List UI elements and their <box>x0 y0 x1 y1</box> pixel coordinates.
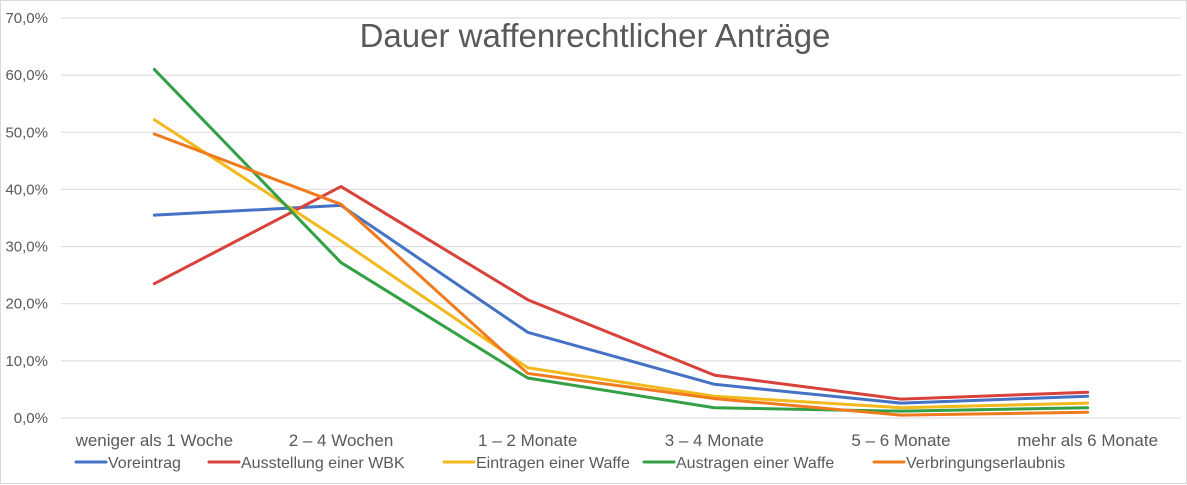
y-axis-ticks: 0,0% 10,0% 20,0% 30,0% 40,0% 50,0% 60,0% 70,0% <box>5 10 48 427</box>
x-tick-label: weniger als 1 Woche <box>75 431 234 450</box>
series-line <box>152 203 1090 405</box>
x-tick-label: mehr als 6 Monate <box>1017 431 1158 450</box>
y-tick-label: 50,0% <box>5 124 48 141</box>
legend-label: Austragen einer Waffe <box>676 455 834 472</box>
y-tick-label: 70,0% <box>5 10 48 27</box>
legend-label: Eintragen einer Waffe <box>476 455 630 472</box>
y-tick-label: 20,0% <box>5 296 48 313</box>
x-tick-label: 3 – 4 Monate <box>665 431 764 450</box>
x-tick-label: 2 – 4 Wochen <box>289 431 394 450</box>
series-lines <box>152 67 1090 417</box>
legend-label: Ausstellung einer WBK <box>241 455 405 472</box>
legend: Voreintrag Ausstellung einer WBK Eintragen… <box>74 455 1065 472</box>
chart-title: Dauer waffenrechtlicher Anträge <box>360 17 831 54</box>
y-tick-label: 30,0% <box>5 239 48 256</box>
legend-label: Verbringungserlaubnis <box>906 455 1065 472</box>
y-tick-label: 40,0% <box>5 181 48 198</box>
series-line <box>152 132 1090 417</box>
series-line <box>152 185 1090 401</box>
series-line <box>152 67 1090 413</box>
legend-label: Voreintrag <box>108 455 181 472</box>
x-axis-ticks: weniger als 1 Woche 2 – 4 Wochen 1 – 2 Mon… <box>75 431 1158 450</box>
series-line <box>152 118 1090 410</box>
y-tick-label: 10,0% <box>5 353 48 370</box>
y-tick-label: 60,0% <box>5 67 48 84</box>
gridlines <box>61 17 1181 419</box>
y-tick-label: 0,0% <box>14 410 48 427</box>
x-tick-label: 1 – 2 Monate <box>478 431 577 450</box>
x-tick-label: 5 – 6 Monate <box>851 431 950 450</box>
